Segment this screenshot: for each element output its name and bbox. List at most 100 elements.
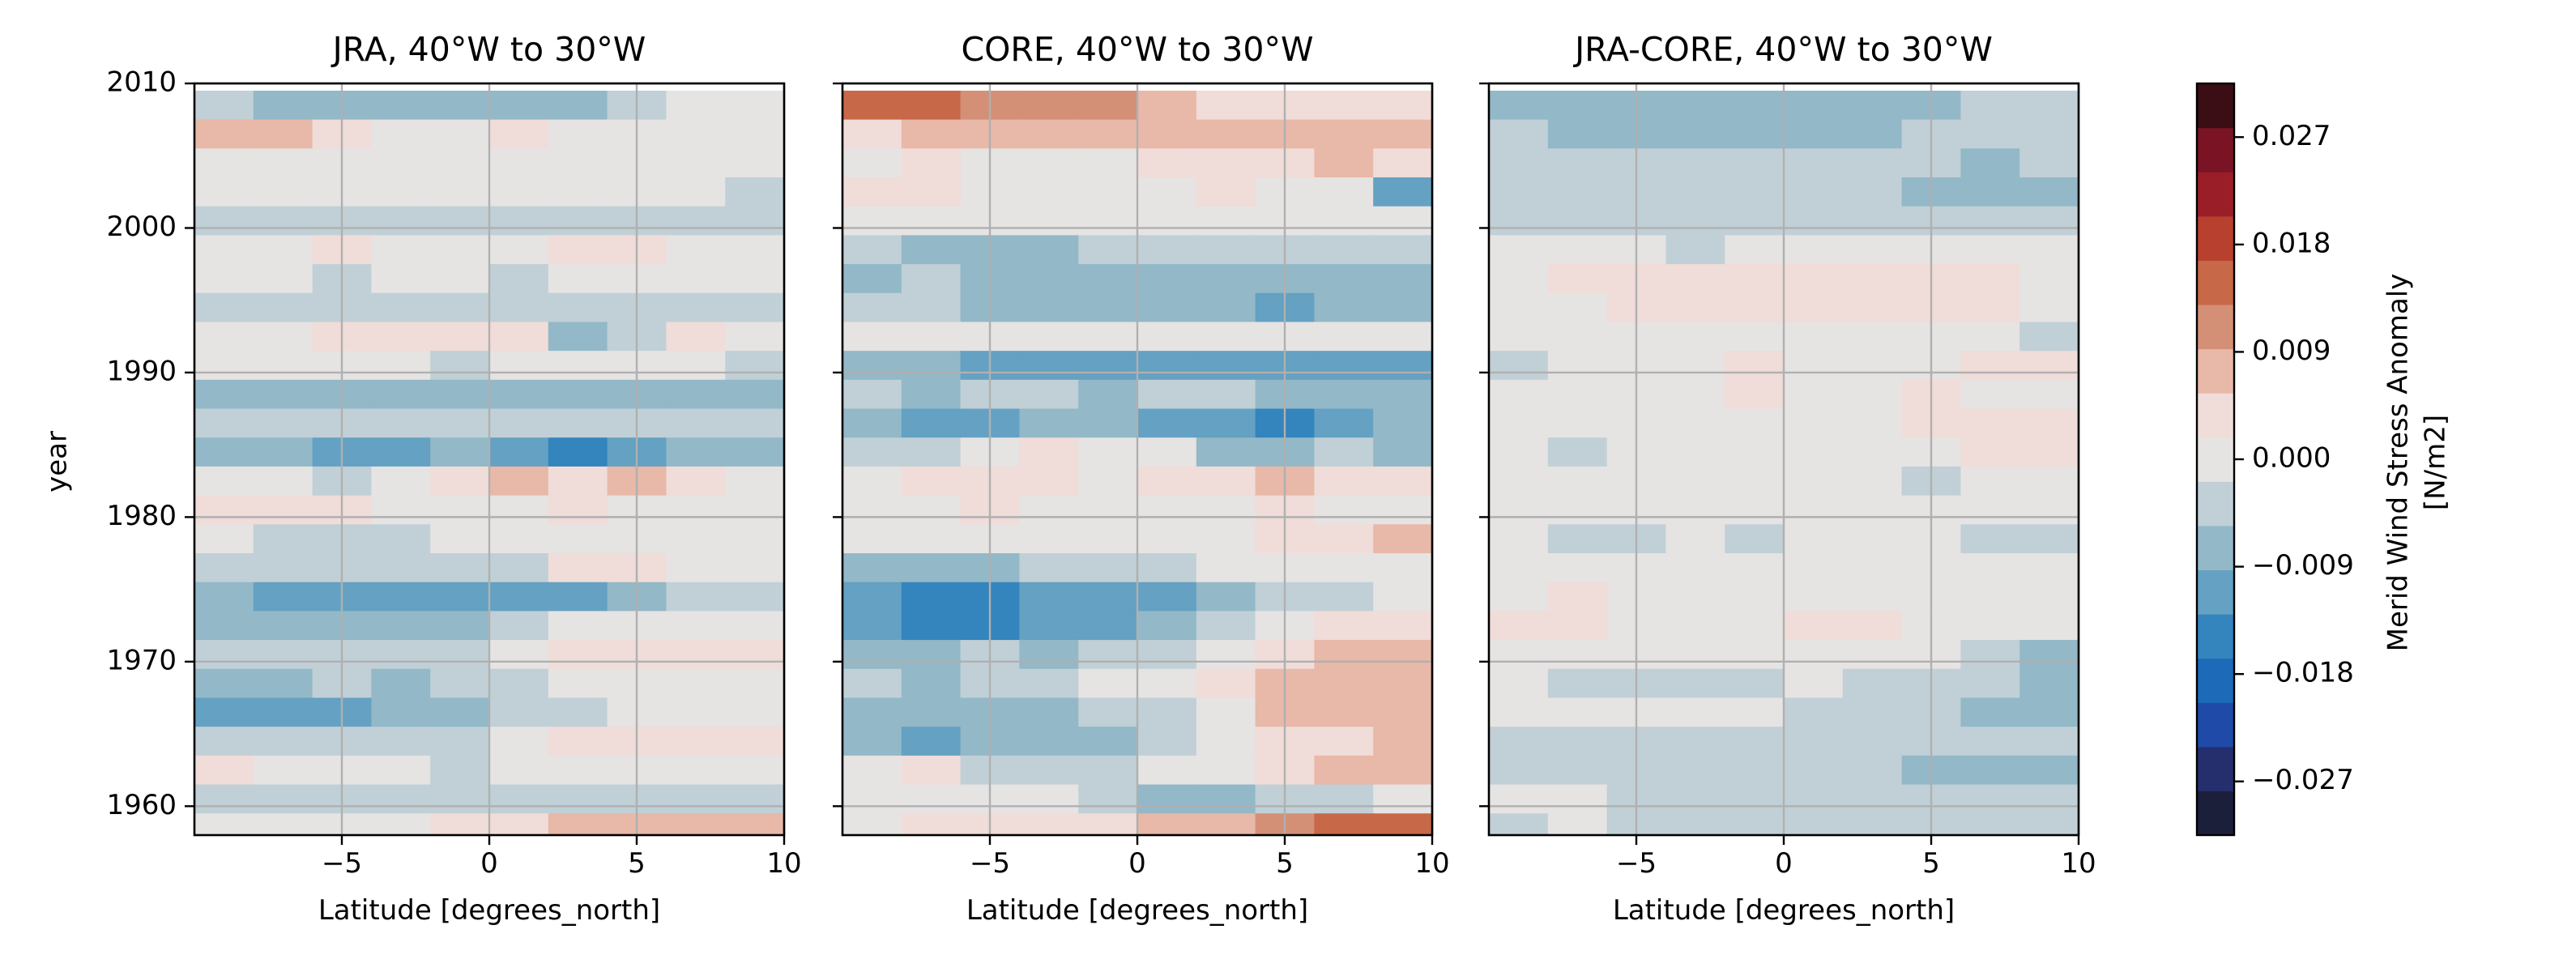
heatmap-cell — [901, 640, 962, 670]
heatmap-cell — [1842, 755, 1903, 786]
x-tick-label: 0 — [1128, 847, 1146, 880]
heatmap-cell — [1196, 351, 1256, 381]
heatmap-cell — [901, 524, 962, 554]
heatmap-cell — [253, 408, 313, 438]
heatmap-cell — [1489, 351, 1549, 381]
heatmap-cell — [1019, 206, 1079, 236]
heatmap-cell — [1373, 408, 1433, 438]
heatmap-cell — [725, 408, 785, 438]
heatmap-cell — [253, 119, 313, 149]
heatmap-cell — [1196, 379, 1256, 410]
heatmap-cell — [1373, 668, 1433, 699]
heatmap-cell — [1137, 90, 1197, 121]
heatmap-cell — [1665, 90, 1725, 121]
heatmap-cell — [1489, 148, 1549, 178]
colorbar-segment — [2197, 525, 2234, 571]
heatmap-cell — [1373, 553, 1433, 583]
heatmap-cell — [1784, 206, 1844, 236]
heatmap-cell — [2019, 727, 2079, 757]
heatmap-cell — [371, 553, 431, 583]
colorbar-tick-label: −0.009 — [2252, 549, 2354, 582]
heatmap-cell — [1196, 640, 1256, 670]
heatmap-cell — [371, 408, 431, 438]
heatmap-cell — [1725, 582, 1785, 612]
heatmap-cell — [489, 697, 549, 727]
heatmap-cell — [1373, 264, 1433, 294]
heatmap-cell — [1489, 524, 1549, 554]
heatmap-cell — [1196, 292, 1256, 323]
heatmap-cell — [489, 582, 549, 612]
heatmap-cell — [194, 379, 254, 410]
heatmap-cell — [1842, 640, 1903, 670]
heatmap-cell — [548, 206, 608, 236]
heatmap-cell — [725, 640, 785, 670]
heatmap-cell — [1489, 582, 1549, 612]
heatmap-cell — [1960, 495, 2020, 525]
heatmap-cell — [1489, 697, 1549, 727]
heatmap-cell — [1373, 119, 1433, 149]
heatmap-cell — [1842, 697, 1903, 727]
x-tick-label: 10 — [2061, 847, 2096, 880]
heatmap-cell — [194, 582, 254, 612]
heatmap-cell — [1960, 640, 2020, 670]
colorbar-segment — [2197, 481, 2234, 526]
heatmap-cell — [666, 206, 726, 236]
heatmap-cell — [548, 408, 608, 438]
heatmap-cell — [1784, 813, 1844, 836]
colorbar-segment — [2197, 614, 2234, 659]
heatmap-cell — [1373, 437, 1433, 467]
heatmap-cell — [194, 495, 254, 525]
heatmap-cell — [1019, 495, 1079, 525]
heatmap-cell — [1314, 292, 1374, 323]
heatmap-cell — [1489, 553, 1549, 583]
heatmap-cell — [2019, 292, 2079, 323]
heatmap-cell — [548, 668, 608, 699]
heatmap-cell — [1960, 466, 2020, 497]
panel-title: CORE, 40°W to 30°W — [961, 30, 1313, 69]
heatmap-cell — [2019, 697, 2079, 727]
heatmap-cell — [842, 408, 902, 438]
heatmap-cell — [1960, 119, 2020, 149]
heatmap-cell — [1842, 727, 1903, 757]
colorbar-segment — [2197, 127, 2234, 173]
heatmap-cell — [1665, 524, 1725, 554]
heatmap-cell — [2019, 524, 2079, 554]
heatmap-cell — [430, 119, 490, 149]
heatmap-cell — [430, 553, 490, 583]
heatmap-cell — [1725, 813, 1785, 836]
heatmap-cell — [371, 206, 431, 236]
heatmap-cell — [725, 206, 785, 236]
heatmap-cell — [1784, 264, 1844, 294]
heatmap-cell — [1078, 495, 1138, 525]
heatmap-cell — [1665, 322, 1725, 352]
heatmap-cell — [253, 553, 313, 583]
heatmap-cell — [1373, 755, 1433, 786]
heatmap-cell — [1960, 524, 2020, 554]
heatmap-cell — [1784, 755, 1844, 786]
heatmap-cell — [1960, 408, 2020, 438]
heatmap-cell — [1842, 813, 1903, 836]
colorbar-segment — [2197, 172, 2234, 217]
heatmap-cell — [371, 813, 431, 836]
heatmap-cell — [901, 755, 962, 786]
heatmap-cell — [1196, 495, 1256, 525]
heatmap-cell — [666, 264, 726, 294]
heatmap-cell — [489, 264, 549, 294]
heatmap-cell — [1196, 553, 1256, 583]
heatmap-cell — [1078, 351, 1138, 381]
heatmap-cell — [548, 813, 608, 836]
heatmap-cell — [1019, 553, 1079, 583]
heatmap-cell — [1725, 90, 1785, 121]
heatmap-cell — [1019, 148, 1079, 178]
heatmap-cell — [371, 351, 431, 381]
heatmap-cell — [1137, 177, 1197, 207]
heatmap-cell — [1665, 727, 1725, 757]
heatmap-cell — [1784, 322, 1844, 352]
heatmap-cell — [489, 437, 549, 467]
heatmap-cell — [371, 177, 431, 207]
heatmap-cell — [666, 148, 726, 178]
heatmap-cell — [1373, 148, 1433, 178]
panel-title: JRA, 40°W to 30°W — [331, 30, 646, 69]
heatmap-cell — [1665, 668, 1725, 699]
heatmap-cell — [1019, 264, 1079, 294]
